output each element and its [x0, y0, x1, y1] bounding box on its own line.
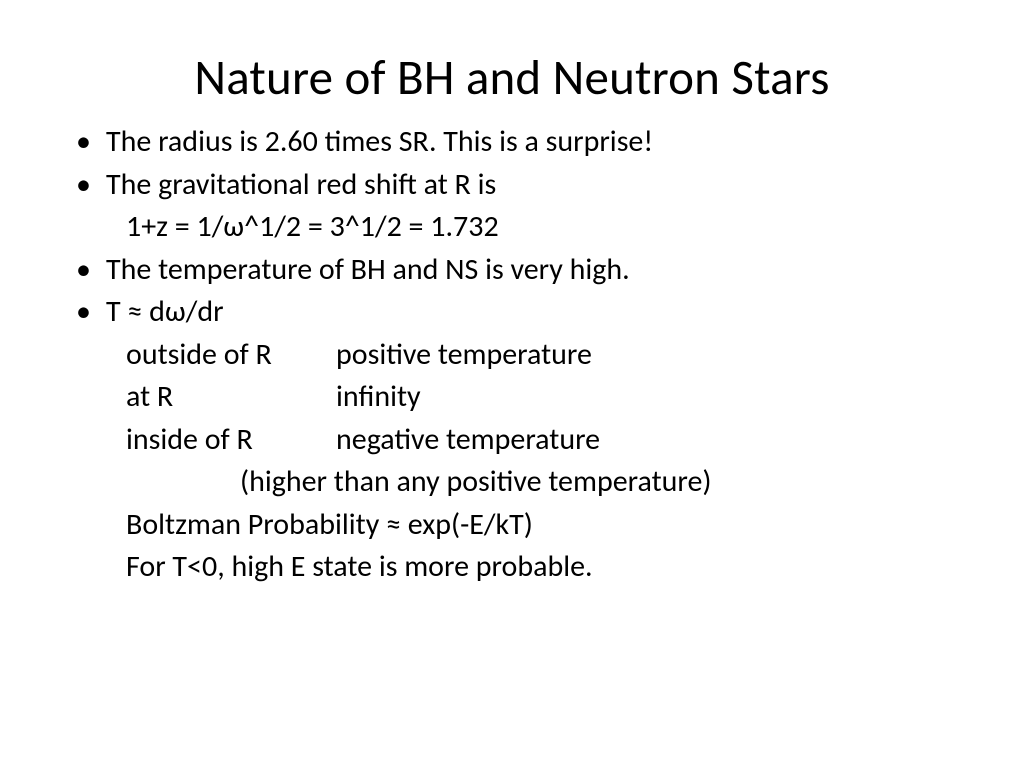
bullet-item: T ≈ dω/dr	[70, 292, 954, 333]
slide: Nature of BH and Neutron Stars The radiu…	[0, 0, 1024, 768]
temp-location: at R	[126, 377, 336, 418]
bullet-item: The gravitational red shift at R is	[70, 165, 954, 206]
temp-value: positive temperature	[336, 335, 592, 376]
temp-note: (higher than any positive temperature)	[70, 462, 954, 503]
bullet-item: The radius is 2.60 times SR. This is a s…	[70, 122, 954, 163]
temp-value: negative temperature	[336, 420, 600, 461]
slide-title: Nature of BH and Neutron Stars	[70, 48, 954, 108]
temp-location: outside of R	[126, 335, 336, 376]
temp-row: at R infinity	[70, 377, 954, 418]
bullet-list: The radius is 2.60 times SR. This is a s…	[70, 122, 954, 588]
temp-row: outside of R positive temperature	[70, 335, 954, 376]
slide-body: The radius is 2.60 times SR. This is a s…	[70, 122, 954, 588]
temp-value: infinity	[336, 377, 421, 418]
bullet-item: The temperature of BH and NS is very hig…	[70, 250, 954, 291]
boltzman-line: Boltzman Probability ≈ exp(-E/kT)	[70, 505, 954, 546]
tneg-line: For T<0, high E state is more probable.	[70, 547, 954, 588]
bullet-sub: 1+z = 1/ω^1/2 = 3^1/2 = 1.732	[70, 207, 954, 248]
temp-location: inside of R	[126, 420, 336, 461]
temp-row: inside of R negative temperature	[70, 420, 954, 461]
